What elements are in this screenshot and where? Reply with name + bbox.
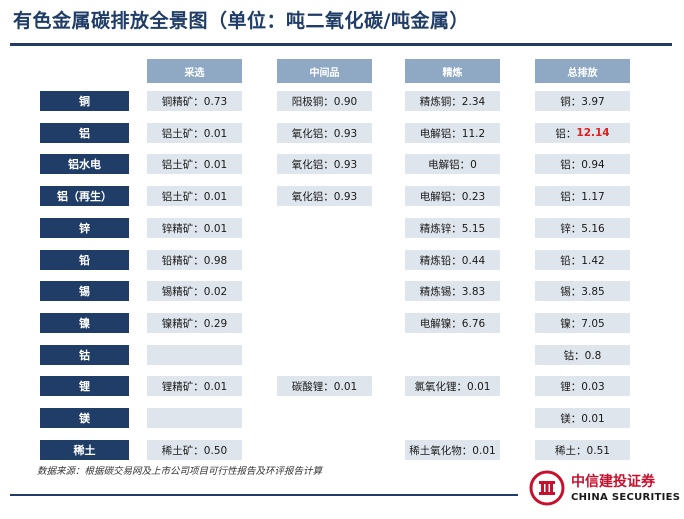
refining-cell: 电解铝：11.2 xyxy=(405,123,500,143)
total-cell: 镁：0.01 xyxy=(535,408,630,428)
refining-cell: 稀土氧化物：0.01 xyxy=(405,440,500,460)
column-header-refining: 精炼 xyxy=(405,59,500,83)
refining-cell: 精炼锌：5.15 xyxy=(405,218,500,238)
total-cell: 镍：7.05 xyxy=(535,313,630,333)
footer-divider xyxy=(10,494,518,496)
mining-cell xyxy=(147,345,242,365)
mining-cell xyxy=(147,408,242,428)
china-securities-logo-icon xyxy=(529,470,565,506)
total-cell: 锂：0.03 xyxy=(535,376,630,396)
metal-label: 铝 xyxy=(40,123,129,143)
metal-label: 铅 xyxy=(40,250,129,270)
mining-cell: 铝土矿：0.01 xyxy=(147,186,242,206)
refining-cell: 精炼铅：0.44 xyxy=(405,250,500,270)
intermediate-cell: 阳极铜：0.90 xyxy=(277,91,372,111)
total-cell: 稀土：0.51 xyxy=(535,440,630,460)
total-prefix: 铝： xyxy=(555,127,577,140)
column-header-intermediate: 中间品 xyxy=(277,59,372,83)
metal-label: 钴 xyxy=(40,345,129,365)
logo-chinese-name: 中信建投证券 xyxy=(571,474,655,490)
metal-label: 锌 xyxy=(40,218,129,238)
metal-label: 铜 xyxy=(40,91,129,111)
highlighted-total-value: 12.14 xyxy=(576,127,610,139)
total-cell: 铝：0.94 xyxy=(535,154,630,174)
total-cell: 钴：0.8 xyxy=(535,345,630,365)
title-divider xyxy=(10,43,672,46)
mining-cell: 铝土矿：0.01 xyxy=(147,123,242,143)
refining-cell: 精炼铜：2.34 xyxy=(405,91,500,111)
refining-cell: 电解铝：0 xyxy=(405,154,500,174)
refining-cell: 电解铝：0.23 xyxy=(405,186,500,206)
total-cell: 锡：3.85 xyxy=(535,281,630,301)
metal-label: 铝（再生） xyxy=(40,186,129,206)
mining-cell: 铜精矿：0.73 xyxy=(147,91,242,111)
metal-label: 镍 xyxy=(40,313,129,333)
total-cell: 铝： 12.14 xyxy=(535,123,630,143)
mining-cell: 铝土矿：0.01 xyxy=(147,154,242,174)
logo-english-name: CHINA SECURITIES xyxy=(571,492,681,503)
metal-label: 镁 xyxy=(40,408,129,428)
total-cell: 铝：1.17 xyxy=(535,186,630,206)
data-source-note: 数据来源：根据碳交易网及上市公司项目可行性报告及环评报告计算 xyxy=(37,466,323,477)
intermediate-cell: 碳酸锂：0.01 xyxy=(277,376,372,396)
mining-cell: 稀土矿：0.50 xyxy=(147,440,242,460)
mining-cell: 锌精矿：0.01 xyxy=(147,218,242,238)
metal-label: 锡 xyxy=(40,281,129,301)
column-header-total: 总排放 xyxy=(535,59,630,83)
total-cell: 铜：3.97 xyxy=(535,91,630,111)
refining-cell: 精炼锡：3.83 xyxy=(405,281,500,301)
intermediate-cell: 氧化铝：0.93 xyxy=(277,154,372,174)
total-cell: 锌：5.16 xyxy=(535,218,630,238)
refining-cell: 氯氧化锂：0.01 xyxy=(405,376,500,396)
refining-cell: 电解镍：6.76 xyxy=(405,313,500,333)
intermediate-cell: 氧化铝：0.93 xyxy=(277,186,372,206)
mining-cell: 锡精矿：0.02 xyxy=(147,281,242,301)
mining-cell: 铅精矿：0.98 xyxy=(147,250,242,270)
metal-label: 锂 xyxy=(40,376,129,396)
total-cell: 铅：1.42 xyxy=(535,250,630,270)
mining-cell: 锂精矿：0.01 xyxy=(147,376,242,396)
mining-cell: 镍精矿：0.29 xyxy=(147,313,242,333)
column-header-mining: 采选 xyxy=(147,59,242,83)
metal-label: 稀土 xyxy=(40,440,129,460)
intermediate-cell: 氧化铝：0.93 xyxy=(277,123,372,143)
page-title: 有色金属碳排放全景图（单位：吨二氧化碳/吨金属） xyxy=(13,10,469,32)
company-logo: 中信建投证券 CHINA SECURITIES xyxy=(529,470,681,510)
metal-label: 铝水电 xyxy=(40,154,129,174)
